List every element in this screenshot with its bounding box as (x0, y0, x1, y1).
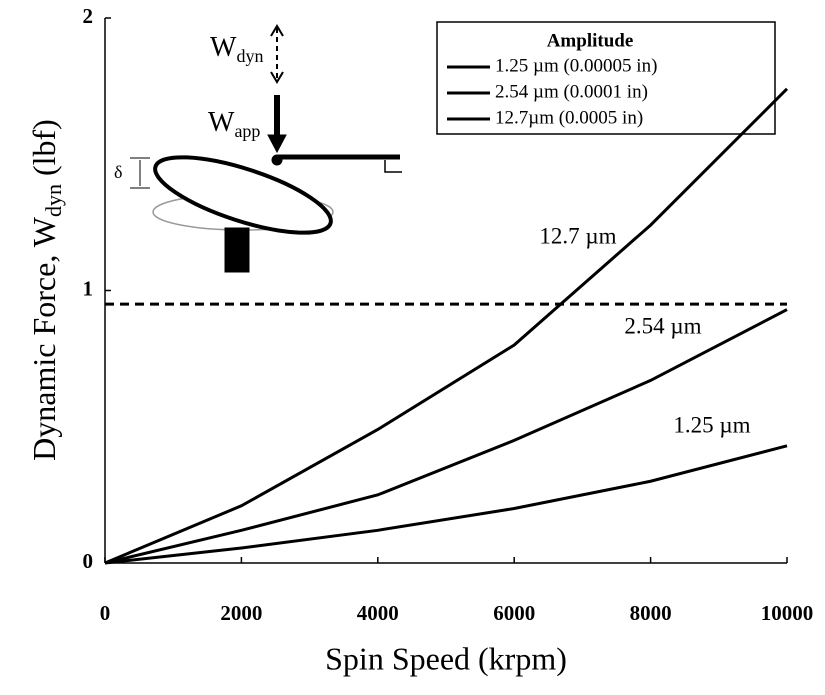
series-label: 2.54 µm (624, 313, 701, 338)
y-axis-title: Dynamic Force, Wdyn (lbf) (26, 119, 66, 461)
legend-title: Amplitude (547, 30, 634, 51)
legend-box (436, 21, 776, 135)
x-tick-label: 2000 (220, 601, 262, 625)
x-tick-label: 10000 (761, 601, 814, 625)
x-axis-title: Spin Speed (krpm) (325, 640, 567, 676)
y-axis-title-text: Dynamic Force, W (26, 216, 62, 461)
inset-label-sub: app (234, 121, 260, 141)
legend-label: 2.54 µm (0.0001 in) (495, 81, 648, 102)
y-axis-title-sub: dyn (41, 184, 66, 217)
series-label: 1.25 µm (673, 412, 750, 437)
inset-label-text: W (208, 107, 235, 138)
inset-label: Wdyn (210, 32, 263, 66)
inset-label: Wapp (208, 107, 260, 141)
series-label: 12.7 µm (539, 223, 616, 248)
inset-label-text: W (210, 32, 237, 63)
y-tick-label: 0 (83, 549, 94, 573)
x-tick-label: 6000 (493, 601, 535, 625)
x-tick-label: 0 (100, 601, 111, 625)
x-tick-label: 8000 (630, 601, 672, 625)
x-tick-label: 4000 (357, 601, 399, 625)
inset-label: δ (114, 162, 122, 182)
y-tick-label: 1 (83, 276, 94, 300)
legend-label: 1.25 µm (0.00005 in) (495, 55, 657, 76)
series-line (104, 308, 788, 565)
y-tick-label: 2 (83, 4, 94, 28)
inset-label-sub: dyn (236, 46, 263, 66)
inset-diagram (130, 24, 402, 273)
series-line (104, 444, 788, 565)
y-axis-title-unit: (lbf) (26, 119, 62, 176)
legend-label: 12.7µm (0.0005 in) (495, 107, 643, 128)
series-line (104, 87, 789, 565)
